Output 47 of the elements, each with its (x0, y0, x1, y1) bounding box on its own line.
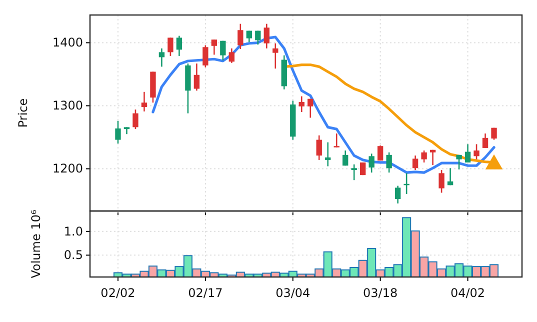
x-tick-label: 04/02 (450, 286, 486, 300)
candlestick (211, 38, 218, 56)
candlestick (482, 132, 488, 149)
candlestick (456, 154, 462, 170)
candlestick (115, 120, 121, 144)
candlestick (298, 96, 304, 113)
candlestick (194, 62, 200, 92)
candlestick (220, 40, 226, 62)
candlestick (168, 37, 174, 57)
y-axis-title: Price (16, 98, 30, 128)
candlestick (176, 35, 182, 57)
candlestick (334, 132, 340, 148)
y-tick-label: 1.0 (64, 224, 83, 238)
candlestick (377, 144, 384, 162)
candlestick (325, 142, 331, 167)
candlestick (308, 98, 314, 118)
candlestick (228, 48, 235, 64)
y-tick-label: 1400 (52, 36, 83, 50)
candlestick (264, 23, 270, 50)
candlestick (202, 44, 208, 68)
candlestick (421, 150, 427, 164)
candlestick (447, 167, 454, 186)
candlestick (316, 134, 322, 161)
candlestick (272, 42, 278, 70)
y-tick-label: 0.5 (64, 248, 83, 262)
candlestick (255, 30, 261, 46)
y-tick-label: 1200 (52, 162, 83, 176)
candlestick (412, 154, 418, 171)
x-tick-label: 03/04 (276, 286, 310, 300)
x-tick-label: 02/17 (188, 286, 223, 300)
x-tick-label: 03/18 (363, 286, 398, 300)
candlestick (474, 144, 480, 160)
candlestick (141, 91, 148, 112)
candlestick (394, 185, 401, 204)
candlestick (386, 152, 392, 174)
candlestick (132, 108, 138, 130)
candlestick (351, 164, 357, 181)
candlestick (342, 150, 348, 166)
x-tick-label: 02/02 (100, 286, 136, 300)
y-tick-label: 1300 (52, 98, 83, 113)
candlestick (464, 144, 471, 164)
candlestick (238, 23, 244, 50)
candlestick (368, 153, 374, 174)
y-axis-title: Volume 10⁶ (29, 210, 43, 278)
candlestick (158, 48, 165, 68)
candlestick (438, 169, 444, 194)
candlestick (430, 149, 436, 166)
